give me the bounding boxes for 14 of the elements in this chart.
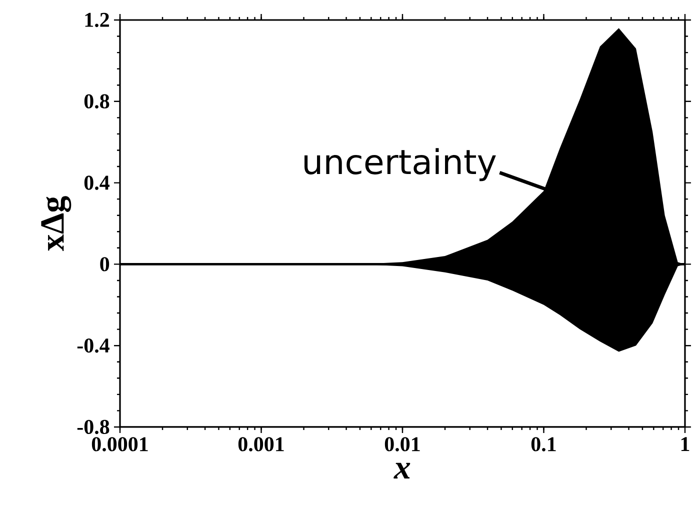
y-tick-label: -0.8 <box>77 420 110 434</box>
x-tick-label: 0.001 <box>238 437 284 452</box>
x-axis-title: x <box>394 462 410 478</box>
annotation: uncertainty <box>304 148 496 182</box>
x-tick-label: 0.0001 <box>92 437 148 452</box>
y-tick-label: 1.2 <box>85 12 109 28</box>
y-tick-label: 0.4 <box>84 176 110 190</box>
y-tick-label: 0 <box>100 257 110 272</box>
y-axis-title: xΔg <box>41 196 72 252</box>
x-tick-label: 0.1 <box>531 437 556 452</box>
y-tick-label: -0.4 <box>77 338 110 353</box>
y-tick-label: 0.8 <box>84 94 110 109</box>
x-tick-label: 1 <box>681 437 690 451</box>
x-tick-label: 0.01 <box>384 437 420 452</box>
